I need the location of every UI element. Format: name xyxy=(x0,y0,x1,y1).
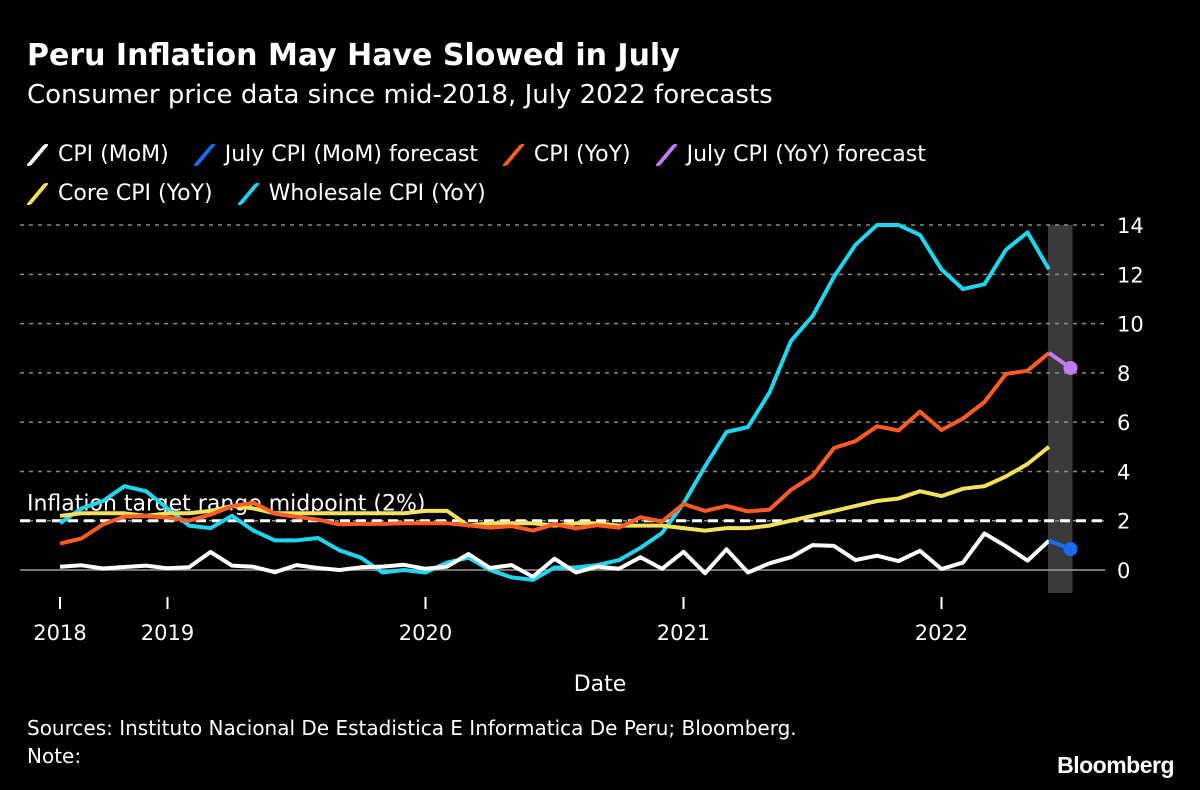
bloomberg-logo: Bloomberg xyxy=(1057,752,1174,778)
series-cpi-mom xyxy=(59,531,1051,579)
series-july-cpi-yoy-forecast-point xyxy=(1063,360,1078,375)
y-tick-label: 12 xyxy=(1117,263,1144,287)
legend-label: Wholesale CPI (YoY) xyxy=(268,181,486,206)
legend-label: CPI (YoY) xyxy=(533,142,631,167)
x-tick-label: 2021 xyxy=(657,621,710,645)
x-tick-label: 2020 xyxy=(399,621,452,645)
legend-label: July CPI (YoY) forecast xyxy=(686,142,926,167)
series-july-cpi-mom-forecast-point xyxy=(1063,542,1078,557)
x-axis-label: Date xyxy=(573,672,627,697)
forecast-shade xyxy=(1048,225,1073,594)
legend-item-cpi-yoy: CPI (YoY) xyxy=(501,138,631,172)
y-tick-label: 2 xyxy=(1117,510,1130,534)
chart-subtitle: Consumer price data since mid-2018, July… xyxy=(27,80,773,110)
sources-text: Sources: Instituto Nacional De Estadisti… xyxy=(27,716,797,740)
chart-title: Peru Inflation May Have Slowed in July xyxy=(27,38,680,73)
y-tick-label: 0 xyxy=(1117,559,1130,583)
note-text: Note: xyxy=(27,744,82,768)
legend-item-wholesale-cpi-yoy: Wholesale CPI (YoY) xyxy=(236,177,486,211)
legend-item-july-cpi-mom-forecast: July CPI (MoM) forecast xyxy=(192,138,478,172)
y-tick-label: 6 xyxy=(1117,411,1130,435)
y-tick-label: 4 xyxy=(1117,460,1130,484)
legend-label: CPI (MoM) xyxy=(58,142,169,167)
legend-label: July CPI (MoM) forecast xyxy=(224,142,478,167)
legend-item-core-cpi-yoy: Core CPI (YoY) xyxy=(25,177,213,211)
x-tick-label: 2022 xyxy=(915,621,968,645)
legend-item-july-cpi-yoy-forecast: July CPI (YoY) forecast xyxy=(654,138,926,172)
legend-label: Core CPI (YoY) xyxy=(58,181,213,206)
series-core-cpi-yoy xyxy=(59,445,1051,533)
legend: CPI (MoM) July CPI (MoM) forecast CPI (Y… xyxy=(25,138,1127,216)
sources: Sources: Instituto Nacional De Estadisti… xyxy=(27,714,797,770)
legend-item-cpi-mom: CPI (MoM) xyxy=(25,138,169,172)
x-tick-label: 2019 xyxy=(141,621,194,645)
series-wholesale-cpi-yoy xyxy=(58,223,1051,582)
series-cpi-yoy xyxy=(59,351,1051,546)
x-tick-label: 2018 xyxy=(33,621,86,645)
y-tick-label: 14 xyxy=(1117,214,1144,238)
y-tick-label: 10 xyxy=(1117,313,1144,337)
y-tick-label: 8 xyxy=(1117,362,1130,386)
